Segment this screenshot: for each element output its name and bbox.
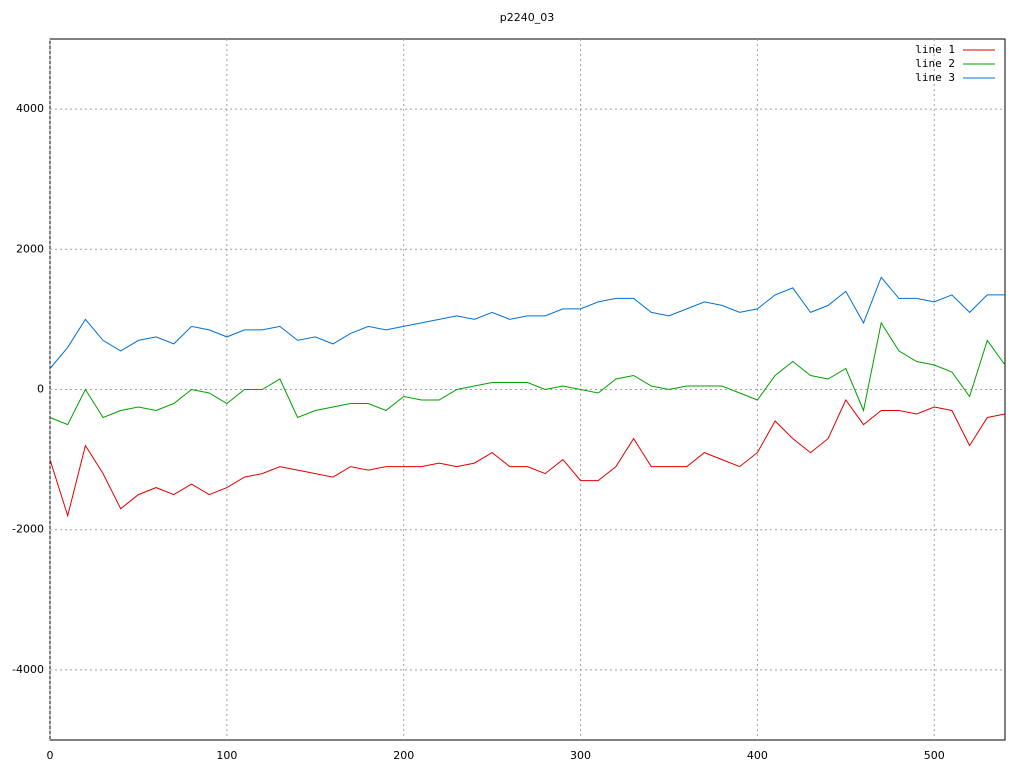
legend-label: line 1 — [915, 43, 955, 56]
x-tick-label: 0 — [47, 749, 54, 762]
y-tick-label: -2000 — [12, 523, 44, 536]
x-tick-label: 500 — [924, 749, 945, 762]
data-line — [49, 321, 1006, 426]
x-tick-label: 100 — [216, 749, 237, 762]
x-tick-label: 400 — [747, 749, 768, 762]
chart-title: p2240_03 — [500, 11, 554, 24]
y-tick-label: 4000 — [16, 102, 44, 115]
x-tick-label: 300 — [570, 749, 591, 762]
legend-label: line 2 — [915, 57, 955, 70]
legend-label: line 3 — [915, 71, 955, 84]
data-line — [49, 399, 1006, 518]
x-tick-label: 200 — [393, 749, 414, 762]
y-tick-label: 2000 — [16, 242, 44, 255]
data-line — [49, 276, 1005, 369]
y-tick-label: 0 — [37, 383, 44, 396]
y-tick-label: -4000 — [12, 663, 44, 676]
